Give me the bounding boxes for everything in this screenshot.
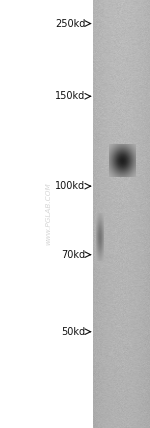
Text: www.PGLAB.COM: www.PGLAB.COM [45, 183, 51, 245]
Text: 100kd: 100kd [55, 181, 86, 191]
Text: 70kd: 70kd [61, 250, 85, 260]
Text: 50kd: 50kd [61, 327, 85, 337]
Text: 150kd: 150kd [55, 91, 85, 101]
Text: 250kd: 250kd [55, 18, 85, 29]
